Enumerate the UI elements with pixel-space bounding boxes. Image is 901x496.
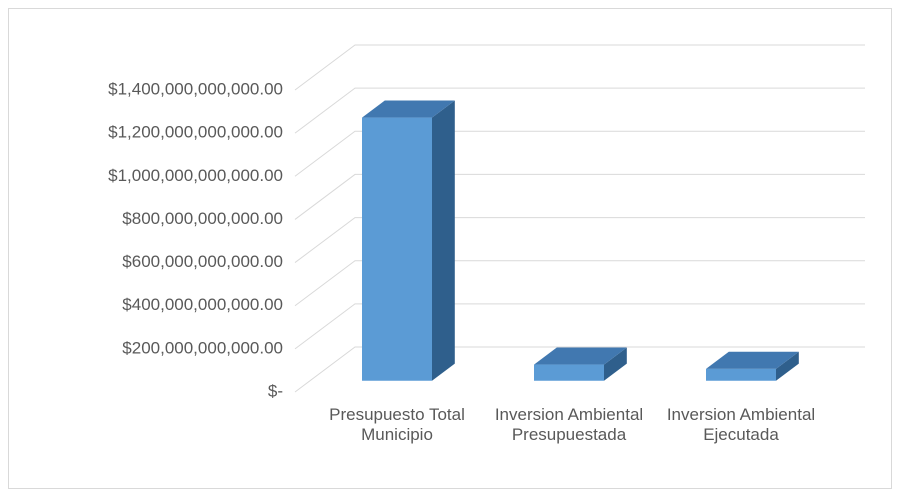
x-tick-label: Inversion Ambiental Ejecutada	[666, 405, 816, 444]
bar	[534, 364, 604, 381]
chart-frame	[8, 8, 892, 489]
grid-line	[294, 44, 865, 91]
bar-top	[534, 347, 627, 365]
y-tick-label: $-	[268, 381, 283, 400]
bar-side	[432, 100, 455, 381]
y-tick-label: $200,000,000,000.00	[122, 338, 283, 357]
x-tick-label: Presupuesto Total Municipio	[329, 405, 465, 444]
bar-side	[604, 347, 627, 381]
y-tick-label: $1,200,000,000,000.00	[108, 123, 283, 142]
grid-line	[294, 217, 865, 263]
bar	[362, 117, 432, 381]
y-tick-label: $800,000,000,000.00	[122, 209, 283, 228]
bar	[706, 368, 776, 381]
bar-top	[362, 100, 455, 118]
bar-top	[706, 351, 799, 369]
y-tick-label: $600,000,000,000.00	[122, 252, 283, 271]
grid-line	[294, 87, 865, 134]
y-tick-label: $400,000,000,000.00	[122, 295, 283, 314]
x-tick-label: Inversion Ambiental Presupuestada	[494, 405, 644, 444]
grid-line	[294, 303, 865, 350]
y-tick-label: $1,000,000,000,000.00	[108, 166, 283, 185]
y-tick-label: $1,400,000,000,000.00	[108, 79, 283, 98]
grid-line	[294, 260, 865, 307]
grid-line	[294, 173, 865, 220]
bar-side	[776, 351, 799, 381]
grid-line	[294, 130, 865, 177]
grid-line	[294, 346, 865, 393]
